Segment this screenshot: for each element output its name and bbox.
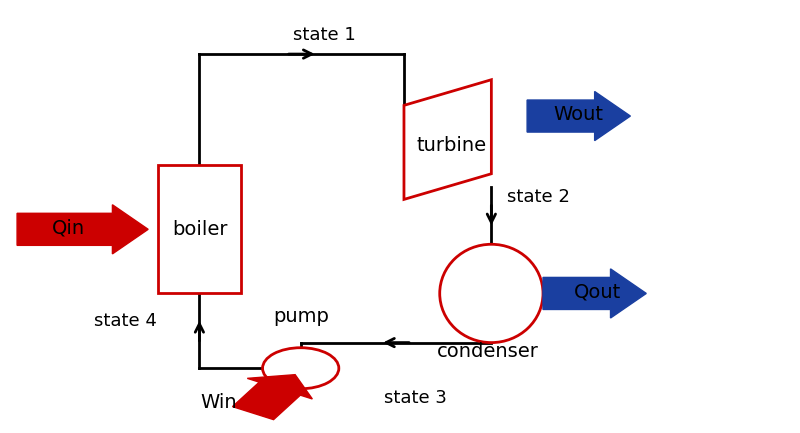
FancyArrow shape bbox=[543, 269, 646, 318]
Text: state 1: state 1 bbox=[293, 26, 355, 44]
Text: boiler: boiler bbox=[172, 220, 227, 239]
Text: Qout: Qout bbox=[574, 283, 621, 302]
FancyArrow shape bbox=[233, 375, 312, 420]
Ellipse shape bbox=[440, 244, 543, 343]
Text: state 4: state 4 bbox=[94, 312, 157, 330]
Text: Wout: Wout bbox=[554, 105, 604, 124]
FancyArrow shape bbox=[527, 91, 630, 141]
Text: turbine: turbine bbox=[417, 136, 486, 155]
Text: state 3: state 3 bbox=[384, 389, 447, 407]
FancyArrow shape bbox=[17, 205, 148, 254]
Text: Win: Win bbox=[201, 393, 237, 412]
Text: pump: pump bbox=[273, 307, 329, 326]
Text: condenser: condenser bbox=[437, 342, 538, 361]
Circle shape bbox=[262, 348, 339, 389]
Text: state 2: state 2 bbox=[507, 188, 570, 206]
Bar bbox=[158, 165, 241, 294]
Text: Qin: Qin bbox=[52, 219, 86, 238]
Polygon shape bbox=[404, 80, 491, 200]
